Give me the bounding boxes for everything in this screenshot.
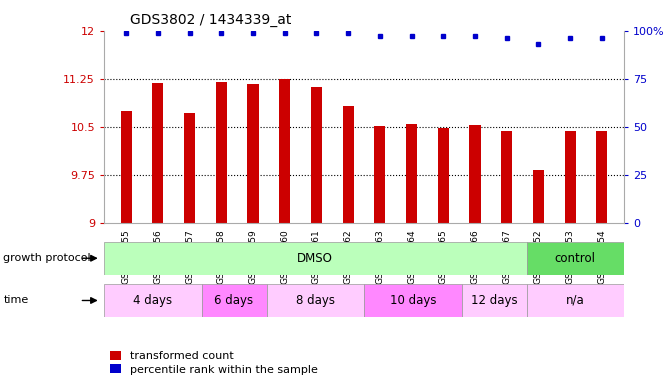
Text: n/a: n/a: [566, 294, 584, 307]
Bar: [564, 131, 576, 223]
Bar: [248, 84, 258, 223]
Bar: [527, 242, 624, 275]
Bar: [216, 82, 227, 223]
Bar: [597, 131, 607, 223]
Text: DMSO: DMSO: [297, 252, 333, 265]
Bar: [406, 124, 417, 223]
Bar: [437, 128, 449, 223]
Text: control: control: [555, 252, 596, 265]
Bar: [121, 111, 132, 223]
Bar: [343, 106, 354, 223]
Text: 12 days: 12 days: [471, 294, 517, 307]
Bar: [311, 87, 322, 223]
Bar: [152, 83, 164, 223]
Bar: [527, 284, 624, 317]
Text: 6 days: 6 days: [215, 294, 254, 307]
Bar: [501, 131, 512, 223]
Text: GDS3802 / 1434339_at: GDS3802 / 1434339_at: [130, 13, 291, 27]
Text: time: time: [3, 295, 29, 306]
Bar: [462, 284, 527, 317]
Bar: [364, 284, 462, 317]
Text: 4 days: 4 days: [134, 294, 172, 307]
Text: 8 days: 8 days: [296, 294, 335, 307]
Bar: [184, 113, 195, 223]
Bar: [533, 170, 544, 223]
Bar: [266, 284, 364, 317]
Bar: [279, 79, 291, 223]
Text: growth protocol: growth protocol: [3, 253, 91, 263]
Bar: [201, 284, 266, 317]
Bar: [104, 284, 201, 317]
Bar: [374, 126, 385, 223]
Legend: transformed count, percentile rank within the sample: transformed count, percentile rank withi…: [109, 351, 317, 375]
Bar: [470, 125, 480, 223]
Text: 10 days: 10 days: [390, 294, 436, 307]
Bar: [104, 242, 527, 275]
